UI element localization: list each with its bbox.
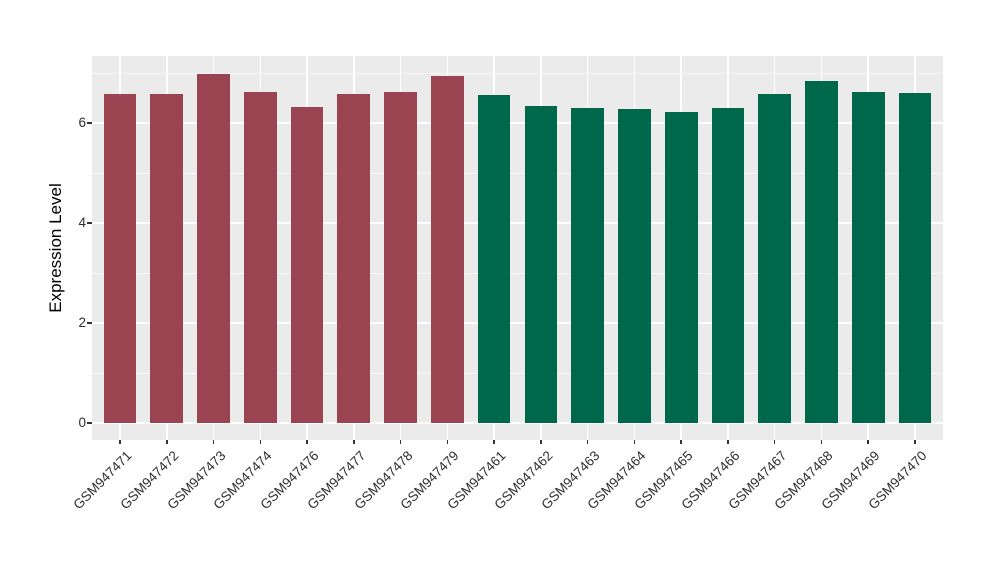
bar-GSM947478: [384, 91, 417, 423]
y-gridline-minor: [92, 72, 943, 74]
bar-GSM947469: [851, 91, 885, 423]
x-tick-mark: [680, 440, 682, 444]
y-gridline-minor: [92, 272, 943, 274]
x-tick-mark: [119, 440, 121, 444]
y-tick-label: 2: [78, 315, 86, 330]
bar-GSM947477: [337, 93, 371, 423]
bar-GSM947463: [571, 107, 604, 423]
x-tick-mark: [446, 440, 449, 444]
y-gridline-major: [92, 322, 943, 324]
x-tick-mark: [166, 440, 168, 444]
x-tick-mark: [399, 440, 402, 444]
x-tick-mark: [306, 440, 308, 444]
x-tick-mark: [353, 440, 355, 444]
x-tick-mark: [633, 440, 636, 444]
y-tick-label: 0: [78, 415, 86, 430]
x-tick-mark: [727, 440, 729, 444]
x-tick-mark: [586, 440, 589, 444]
bar-GSM947462: [524, 106, 558, 423]
x-tick-mark: [259, 440, 262, 444]
x-tick-mark: [773, 440, 776, 444]
x-tick-mark: [820, 440, 823, 444]
x-tick-mark: [914, 440, 916, 444]
bar-GSM947471: [103, 93, 137, 423]
bar-GSM947466: [711, 108, 745, 423]
bar-GSM947474: [243, 92, 277, 423]
y-gridline-major: [92, 222, 943, 224]
y-tick-mark: [87, 222, 92, 224]
y-tick-label: 6: [78, 115, 86, 130]
x-tick-mark: [540, 440, 542, 444]
bar-GSM947461: [477, 94, 511, 423]
plot-panel: [92, 56, 943, 440]
y-tick-mark: [87, 322, 92, 324]
y-tick-mark: [87, 122, 92, 124]
bar-GSM947473: [197, 74, 230, 423]
x-tick-mark: [493, 440, 495, 444]
bar-GSM947465: [664, 111, 698, 423]
bar-GSM947476: [290, 107, 324, 423]
y-gridline-minor: [92, 172, 943, 174]
y-gridline-major: [92, 422, 943, 424]
y-gridline-minor: [92, 372, 943, 374]
y-tick-label: 4: [78, 215, 86, 230]
bar-GSM947472: [150, 93, 184, 423]
bar-GSM947470: [898, 92, 932, 423]
x-tick-mark: [212, 440, 215, 444]
y-tick-mark: [87, 422, 92, 424]
bar-GSM947468: [805, 81, 838, 423]
bar-GSM947464: [618, 108, 651, 423]
bar-GSM947479: [430, 76, 464, 423]
y-gridline-major: [92, 122, 943, 124]
y-axis-title: Expression Level: [46, 183, 65, 313]
bar-GSM947467: [758, 93, 792, 423]
x-tick-mark: [867, 440, 869, 444]
